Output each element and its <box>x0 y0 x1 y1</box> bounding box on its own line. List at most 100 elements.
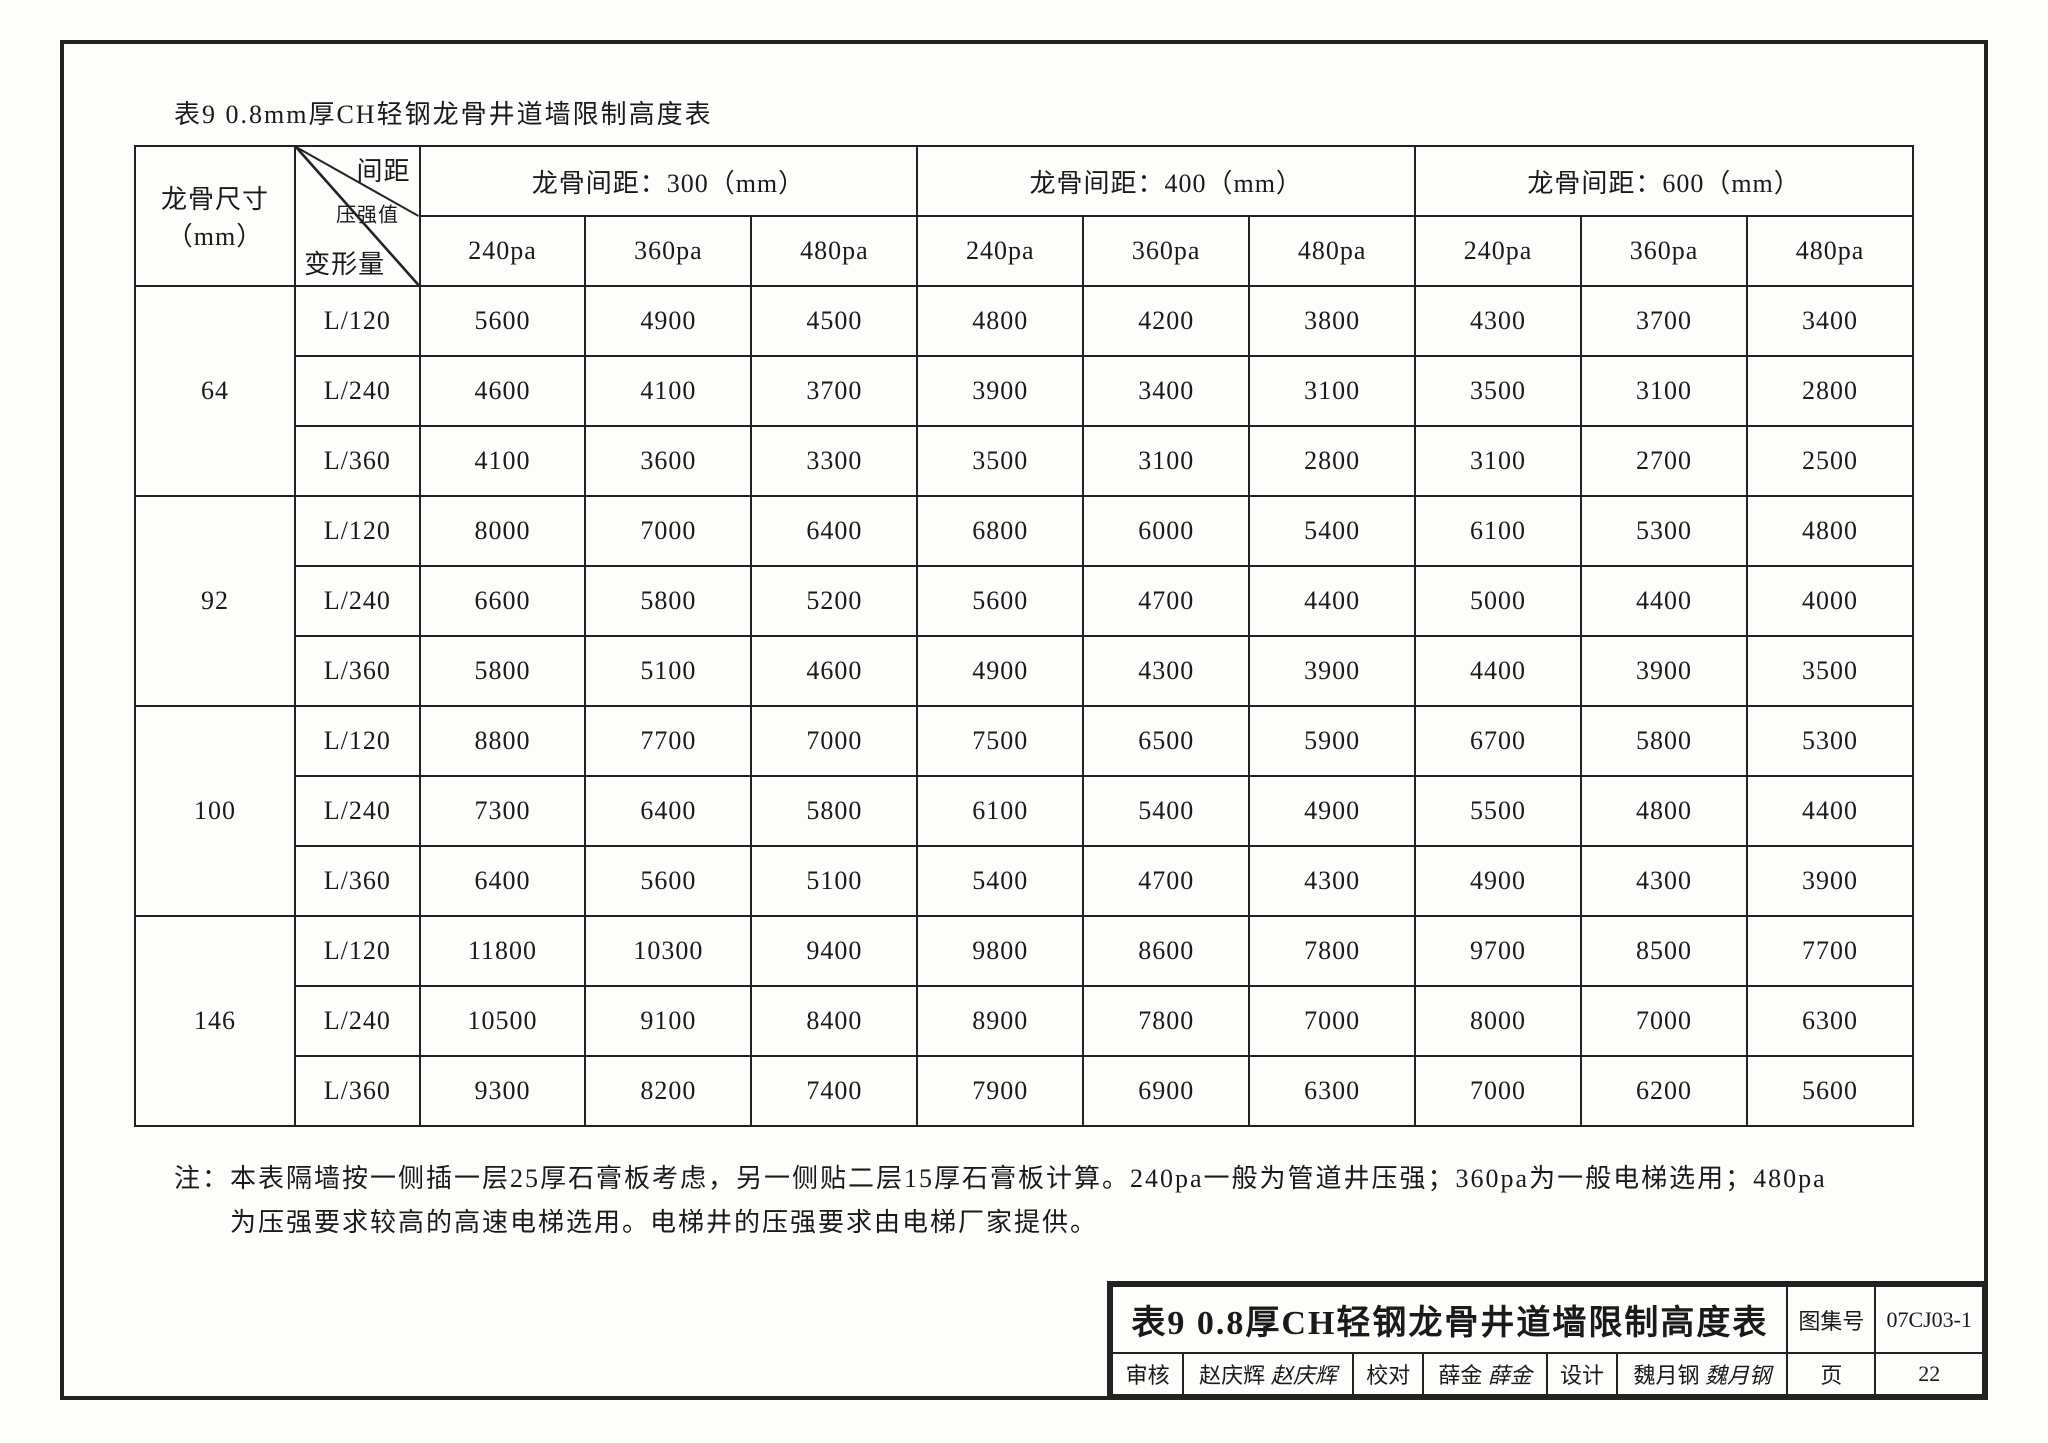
value-cell: 5200 <box>751 566 917 636</box>
value-cell: 6300 <box>1249 1056 1415 1126</box>
value-cell: 3100 <box>1083 426 1249 496</box>
value-cell: 7400 <box>751 1056 917 1126</box>
value-cell: 8400 <box>751 986 917 1056</box>
value-cell: 4700 <box>1083 846 1249 916</box>
value-cell: 3400 <box>1747 286 1913 356</box>
deform-cell: L/240 <box>295 566 419 636</box>
value-cell: 9100 <box>585 986 751 1056</box>
value-cell: 8800 <box>420 706 586 776</box>
value-cell: 9800 <box>917 916 1083 986</box>
note-label: 注： <box>174 1164 230 1193</box>
col-header-size: 龙骨尺寸 （mm） <box>135 146 295 286</box>
pressure-header: 480pa <box>1747 216 1913 286</box>
titleblock-album-value: 07CJ03-1 <box>1875 1286 1983 1353</box>
value-cell: 8500 <box>1581 916 1747 986</box>
value-cell: 3900 <box>917 356 1083 426</box>
value-cell: 4100 <box>420 426 586 496</box>
value-cell: 4400 <box>1249 566 1415 636</box>
height-limit-table: 龙骨尺寸 （mm） 间距 压强值 变形量 龙骨间距：300（mm） 龙骨间距：4… <box>134 145 1914 1127</box>
value-cell: 9700 <box>1415 916 1581 986</box>
value-cell: 2700 <box>1581 426 1747 496</box>
value-cell: 6400 <box>420 846 586 916</box>
pressure-header: 240pa <box>1415 216 1581 286</box>
value-cell: 5600 <box>917 566 1083 636</box>
value-cell: 4300 <box>1249 846 1415 916</box>
size-header-l1: 龙骨尺寸 <box>137 179 293 216</box>
deform-cell: L/240 <box>295 776 419 846</box>
value-cell: 10300 <box>585 916 751 986</box>
value-cell: 4900 <box>1249 776 1415 846</box>
diag-label-spacing: 间距 <box>357 151 411 188</box>
value-cell: 5400 <box>1249 496 1415 566</box>
size-cell: 92 <box>135 496 295 706</box>
deform-cell: L/360 <box>295 426 419 496</box>
value-cell: 7800 <box>1249 916 1415 986</box>
note-text-2: 为压强要求较高的高速电梯选用。电梯井的压强要求由电梯厂家提供。 <box>230 1208 1098 1237</box>
value-cell: 6800 <box>917 496 1083 566</box>
value-cell: 4400 <box>1415 636 1581 706</box>
value-cell: 3500 <box>917 426 1083 496</box>
pressure-header: 240pa <box>917 216 1083 286</box>
value-cell: 7700 <box>1747 916 1913 986</box>
deform-cell: L/360 <box>295 1056 419 1126</box>
deform-cell: L/240 <box>295 986 419 1056</box>
value-cell: 4900 <box>1415 846 1581 916</box>
deform-cell: L/120 <box>295 286 419 356</box>
value-cell: 5100 <box>751 846 917 916</box>
value-cell: 3900 <box>1249 636 1415 706</box>
pressure-header: 480pa <box>751 216 917 286</box>
value-cell: 3300 <box>751 426 917 496</box>
value-cell: 2800 <box>1747 356 1913 426</box>
value-cell: 5800 <box>1581 706 1747 776</box>
value-cell: 11800 <box>420 916 586 986</box>
table-body: 64L/120560049004500480042003800430037003… <box>135 286 1913 1126</box>
value-cell: 4200 <box>1083 286 1249 356</box>
value-cell: 8900 <box>917 986 1083 1056</box>
value-cell: 4600 <box>751 636 917 706</box>
value-cell: 5600 <box>1747 1056 1913 1126</box>
value-cell: 7000 <box>1249 986 1415 1056</box>
value-cell: 3900 <box>1747 846 1913 916</box>
value-cell: 6000 <box>1083 496 1249 566</box>
titleblock-page-label: 页 <box>1787 1353 1875 1395</box>
value-cell: 6900 <box>1083 1056 1249 1126</box>
value-cell: 4800 <box>1581 776 1747 846</box>
value-cell: 7300 <box>420 776 586 846</box>
value-cell: 6300 <box>1747 986 1913 1056</box>
title-block: 表9 0.8厚CH轻钢龙骨井道墙限制高度表 图集号 07CJ03-1 审核 赵庆… <box>1107 1281 1988 1400</box>
value-cell: 6100 <box>917 776 1083 846</box>
pressure-header: 360pa <box>585 216 751 286</box>
value-cell: 3100 <box>1581 356 1747 426</box>
value-cell: 6500 <box>1083 706 1249 776</box>
pressure-header: 480pa <box>1249 216 1415 286</box>
value-cell: 4300 <box>1581 846 1747 916</box>
value-cell: 5900 <box>1249 706 1415 776</box>
value-cell: 5800 <box>420 636 586 706</box>
value-cell: 3500 <box>1415 356 1581 426</box>
value-cell: 5400 <box>917 846 1083 916</box>
pressure-header: 360pa <box>1083 216 1249 286</box>
value-cell: 5800 <box>585 566 751 636</box>
value-cell: 3100 <box>1249 356 1415 426</box>
value-cell: 9300 <box>420 1056 586 1126</box>
value-cell: 3800 <box>1249 286 1415 356</box>
titleblock-review-name: 赵庆辉 赵庆辉 <box>1183 1353 1353 1395</box>
value-cell: 4000 <box>1747 566 1913 636</box>
value-cell: 5600 <box>585 846 751 916</box>
size-cell: 64 <box>135 286 295 496</box>
deform-cell: L/120 <box>295 706 419 776</box>
value-cell: 3400 <box>1083 356 1249 426</box>
value-cell: 7000 <box>585 496 751 566</box>
value-cell: 4600 <box>420 356 586 426</box>
value-cell: 5000 <box>1415 566 1581 636</box>
value-cell: 3900 <box>1581 636 1747 706</box>
value-cell: 8600 <box>1083 916 1249 986</box>
value-cell: 4500 <box>751 286 917 356</box>
value-cell: 4100 <box>585 356 751 426</box>
titleblock-check-label: 校对 <box>1353 1353 1423 1395</box>
value-cell: 7700 <box>585 706 751 776</box>
pressure-header: 240pa <box>420 216 586 286</box>
value-cell: 8000 <box>1415 986 1581 1056</box>
value-cell: 7000 <box>1581 986 1747 1056</box>
value-cell: 3700 <box>751 356 917 426</box>
